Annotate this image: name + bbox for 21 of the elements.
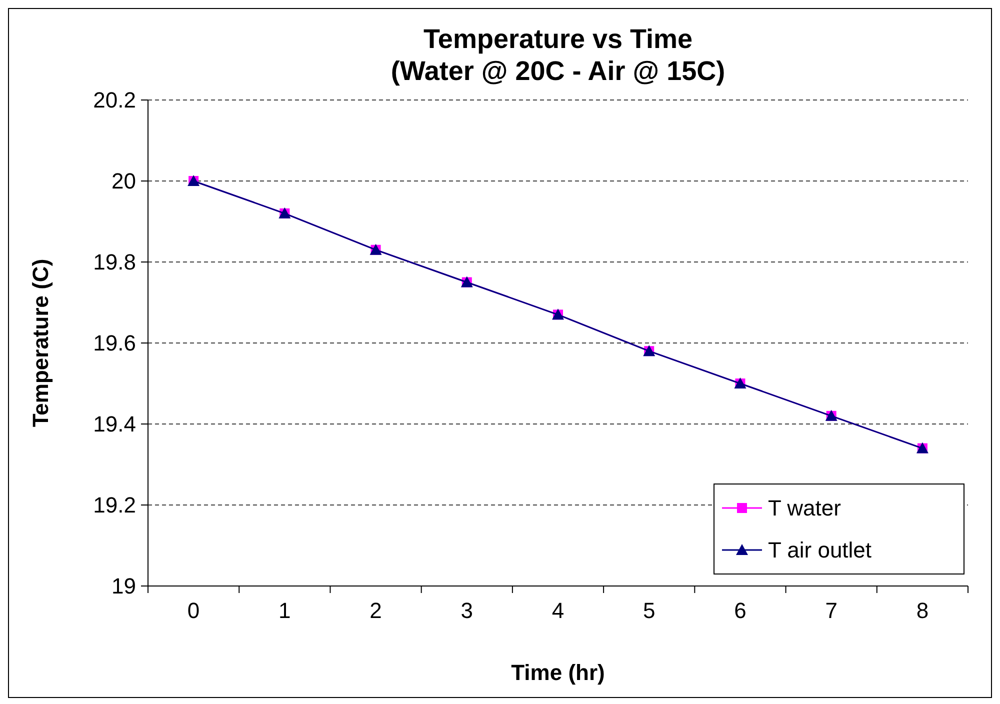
y-tick-label: 19.8	[93, 250, 136, 275]
y-axis-title: Temperature (C)	[28, 258, 53, 428]
x-axis-title: Time (hr)	[511, 660, 605, 685]
x-tick-label: 2	[370, 598, 382, 623]
y-tick-label: 19.4	[93, 412, 136, 437]
x-tick-label: 0	[187, 598, 200, 623]
chart-title: Temperature vs Time (Water @ 20C - Air @ 15C)	[390, 24, 726, 86]
y-tick-label: 19	[112, 574, 136, 599]
x-tick-label: 5	[642, 598, 656, 623]
legend-label: T water	[768, 496, 841, 521]
legend-label: T air outlet	[768, 538, 872, 563]
y-tick-label: 19.6	[93, 330, 136, 356]
y-tick-label: 20.2	[93, 88, 136, 113]
x-tick-label: 1	[278, 598, 291, 623]
x-tick-label: 3	[460, 598, 474, 623]
y-tick-label: 20	[112, 168, 136, 194]
x-tick-label: 7	[825, 598, 838, 623]
x-tick-label: 6	[734, 598, 746, 623]
y-tick-label: 19.2	[93, 492, 136, 518]
x-tick-label: 8	[916, 598, 929, 623]
x-tick-label: 4	[552, 598, 564, 623]
